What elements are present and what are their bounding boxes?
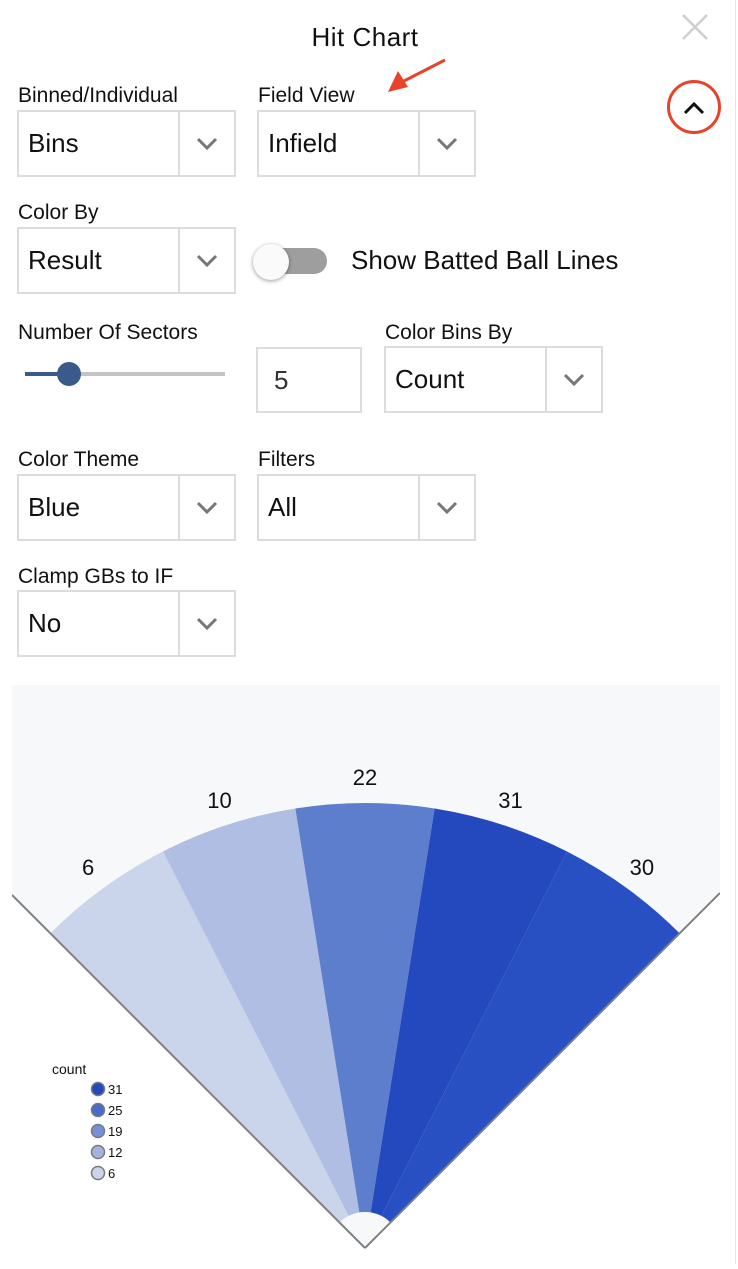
chevron-down-icon — [196, 254, 218, 267]
dropdown-value: Blue — [28, 492, 81, 522]
slider-handle[interactable] — [57, 362, 81, 386]
number-of-sectors-input[interactable] — [256, 347, 362, 413]
color-bins-by-label: Color Bins By — [385, 321, 513, 344]
legend-label: 25 — [108, 1103, 122, 1118]
dropdown-value: Infield — [268, 128, 338, 158]
legend-title: count — [52, 1061, 86, 1077]
home-plate-area — [339, 1212, 391, 1248]
legend-label: 12 — [108, 1145, 122, 1160]
chevron-down-icon — [563, 373, 585, 386]
batted-ball-lines-toggle[interactable] — [253, 244, 329, 280]
foul-line-left — [11, 894, 366, 1249]
dropdown-value: Bins — [28, 128, 79, 158]
legend-label: 31 — [108, 1082, 122, 1097]
legend-swatch — [90, 1144, 106, 1160]
legend-swatch — [90, 1081, 106, 1097]
foul-line-right — [364, 892, 721, 1249]
field-background — [12, 893, 720, 1264]
number-of-sectors-label: Number Of Sectors — [18, 321, 198, 344]
dropdown-value: No — [28, 608, 62, 638]
slider-fill — [25, 372, 69, 376]
filters-label: Filters — [258, 448, 316, 471]
page-title: Hit Chart — [311, 22, 419, 52]
slider-track — [25, 372, 225, 376]
chevron-down-icon — [436, 501, 458, 514]
sector-wedge — [50, 851, 349, 1223]
chevron-down-icon — [196, 501, 218, 514]
color-bins-by-dropdown[interactable]: Count — [384, 346, 603, 413]
chevron-down-icon — [196, 617, 218, 630]
sector-wedge — [295, 803, 435, 1213]
field-view-label: Field View — [258, 84, 355, 107]
sector-label: 10 — [207, 788, 231, 813]
batted-ball-lines-label: Show Batted Ball Lines — [351, 245, 619, 275]
legend-swatch — [90, 1102, 106, 1118]
sector-wedge — [162, 808, 360, 1216]
legend-swatch — [90, 1123, 106, 1139]
sector-label: 6 — [82, 855, 94, 880]
panel-border — [735, 0, 736, 1264]
color-by-label: Color By — [18, 201, 99, 224]
dropdown-value: All — [268, 492, 297, 522]
chevron-down-icon — [196, 137, 218, 150]
close-icon — [682, 14, 708, 40]
binned-individual-dropdown[interactable]: Bins — [17, 110, 236, 177]
color-theme-dropdown[interactable]: Blue — [17, 474, 236, 541]
sector-label: 30 — [630, 855, 654, 880]
number-of-sectors-slider[interactable] — [25, 362, 225, 386]
chevron-up-icon — [683, 101, 705, 115]
sector-wedge — [370, 808, 568, 1216]
legend-swatch — [90, 1165, 106, 1181]
sector-wedge — [381, 851, 680, 1223]
hit-chart: 6 10 22 31 30 count 31 25 19 12 6 — [11, 765, 721, 1264]
legend-label: 19 — [108, 1124, 122, 1139]
binned-individual-label: Binned/Individual — [18, 84, 178, 107]
dropdown-value: Count — [395, 364, 465, 394]
field-view-dropdown[interactable]: Infield — [257, 110, 476, 177]
annotation-arrow-icon — [388, 58, 446, 92]
chevron-down-icon — [436, 137, 458, 150]
color-theme-label: Color Theme — [18, 448, 139, 471]
legend-label: 6 — [108, 1166, 115, 1181]
close-button[interactable] — [680, 12, 710, 42]
hit-chart-area: 6 10 22 31 30 count 31 25 19 12 6 — [11, 685, 721, 1264]
sector-label: 22 — [353, 765, 377, 790]
collapse-button[interactable] — [667, 80, 721, 134]
filters-dropdown[interactable]: All — [257, 474, 476, 541]
toggle-knob — [253, 244, 289, 280]
color-by-dropdown[interactable]: Result — [17, 227, 236, 294]
clamp-gbs-dropdown[interactable]: No — [17, 590, 236, 657]
dropdown-value: Result — [28, 245, 102, 275]
sector-label: 31 — [498, 788, 522, 813]
clamp-gbs-label: Clamp GBs to IF — [18, 565, 174, 588]
